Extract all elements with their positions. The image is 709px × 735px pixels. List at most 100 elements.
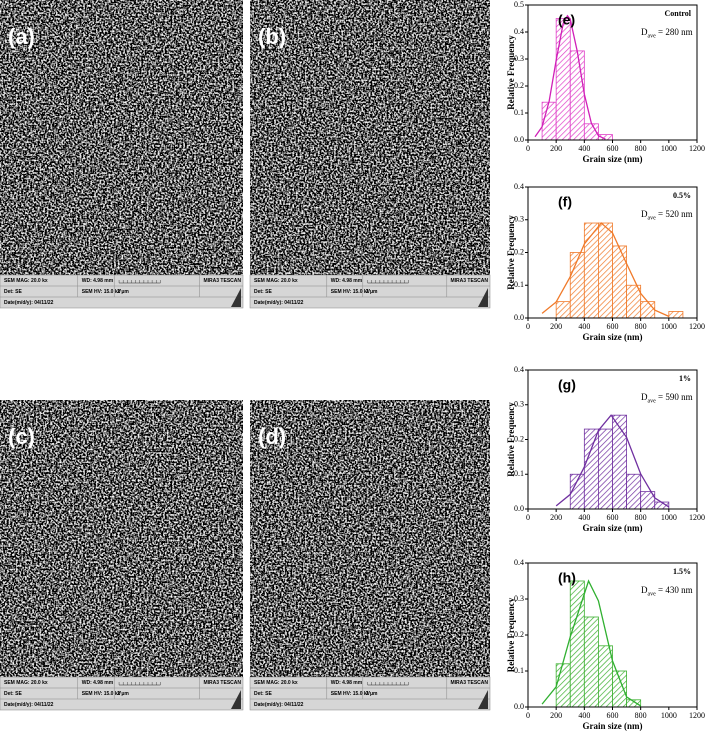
x-tick-label: 800 — [635, 513, 647, 522]
x-axis-label: Grain size (nm) — [583, 154, 643, 164]
info-date: Date(m/d/y): 04/11/22 — [4, 702, 54, 708]
logo — [478, 288, 488, 307]
y-tick-label: 0.3 — [514, 400, 524, 409]
panel-label: (a) — [8, 24, 35, 49]
info-date: Date(m/d/y): 04/11/22 — [254, 300, 304, 306]
y-tick-label: 0.2 — [514, 630, 524, 639]
y-tick-label: 0.0 — [514, 135, 524, 144]
info-brand: MIRA3 TESCAN — [450, 680, 488, 686]
bar — [598, 428, 613, 510]
info-det: Det: SE — [4, 289, 22, 295]
info-det: Det: SE — [4, 691, 22, 697]
x-tick-label: 0 — [526, 322, 530, 331]
x-tick-label: 1000 — [661, 322, 677, 331]
condition-label: 1.5% — [673, 567, 691, 576]
info-hv: SEM HV: 15.0 kV — [82, 691, 122, 697]
info-scale: 2 μm — [117, 289, 129, 295]
x-tick-label: 1200 — [689, 711, 705, 720]
bar — [583, 222, 599, 319]
x-tick-label: 800 — [635, 711, 647, 720]
x-tick-label: 400 — [578, 322, 590, 331]
bar — [626, 473, 642, 510]
y-tick-label: 0.1 — [514, 280, 524, 289]
y-tick-label: 0.2 — [514, 434, 524, 443]
bar — [598, 645, 613, 708]
y-tick-label: 0.3 — [514, 594, 524, 603]
panel-label: (d) — [258, 424, 286, 449]
info-brand: MIRA3 TESCAN — [203, 680, 241, 686]
x-tick-label: 0 — [526, 144, 530, 153]
bar — [569, 252, 585, 319]
y-tick-label: 0.1 — [514, 666, 524, 675]
x-tick-label: 600 — [607, 513, 619, 522]
y-tick-label: 0.3 — [514, 54, 524, 63]
y-axis-label: Relative Frequency — [506, 597, 516, 672]
condition-label: 0.5% — [673, 191, 691, 200]
x-axis-label: Grain size (nm) — [583, 523, 643, 533]
x-tick-label: 800 — [635, 322, 647, 331]
fit-curve — [555, 414, 670, 508]
info-mag: SEM MAG: 20.0 kx — [254, 680, 298, 686]
y-tick-label: 0.3 — [514, 215, 524, 224]
info-bar — [0, 274, 244, 309]
annotation-text: = 430 nm — [658, 585, 693, 595]
x-tick-label: 1000 — [661, 711, 677, 720]
x-tick-label: 1200 — [689, 144, 705, 153]
bar — [583, 616, 599, 708]
x-tick-label: 200 — [550, 322, 562, 331]
sem-image — [0, 0, 243, 275]
y-axis-label: Relative Frequency — [506, 35, 516, 110]
info-wd: WD: 4.98 mm — [82, 680, 114, 686]
info-bar — [0, 676, 244, 711]
info-det: Det: SE — [254, 691, 272, 697]
x-tick-label: 1000 — [661, 144, 677, 153]
logo — [231, 288, 241, 307]
panel-label: (e) — [558, 12, 575, 28]
bar — [569, 50, 585, 141]
bar — [555, 663, 571, 708]
bar — [640, 301, 656, 319]
panel-label: (f) — [558, 194, 572, 210]
panel-label: (c) — [8, 424, 35, 449]
x-tick-label: 1000 — [661, 513, 677, 522]
x-tick-label: 600 — [607, 322, 619, 331]
panel-label: (h) — [558, 570, 576, 586]
info-mag: SEM MAG: 20.0 kx — [254, 278, 298, 284]
x-tick-label: 200 — [550, 711, 562, 720]
sem-image — [250, 400, 490, 677]
panel-label: (b) — [258, 24, 286, 49]
fit-curve — [541, 579, 642, 707]
info-bar — [249, 274, 491, 309]
y-tick-label: 0.2 — [514, 247, 524, 256]
logo — [478, 690, 488, 709]
info-brand: MIRA3 TESCAN — [203, 278, 241, 284]
panel-label: (g) — [558, 377, 576, 393]
x-tick-label: 1200 — [689, 322, 705, 331]
x-tick-label: 400 — [578, 513, 590, 522]
annotation-subscript: ave — [648, 591, 657, 597]
annotation-symbol: D — [641, 27, 648, 37]
info-scale: 2 μm — [117, 691, 129, 697]
condition-label: 1% — [679, 374, 691, 383]
annotation-subscript: ave — [648, 215, 657, 221]
bar — [555, 18, 571, 141]
x-axis-label: Grain size (nm) — [583, 332, 643, 342]
annotation-symbol: D — [641, 585, 648, 595]
info-hv: SEM HV: 15.0 kV — [331, 691, 371, 697]
info-mag: SEM MAG: 20.0 kx — [4, 680, 48, 686]
annotation-symbol: D — [641, 392, 648, 402]
y-axis-label: Relative Frequency — [506, 215, 516, 290]
annotation-text: = 280 nm — [658, 27, 693, 37]
y-tick-label: 0.4 — [514, 27, 524, 36]
x-tick-label: 0 — [526, 711, 530, 720]
annotation-subscript: ave — [648, 33, 657, 39]
info-mag: SEM MAG: 20.0 kx — [4, 278, 48, 284]
bar — [612, 414, 627, 510]
bar — [555, 301, 571, 319]
x-tick-label: 400 — [578, 711, 590, 720]
info-scale: 2 μm — [366, 691, 378, 697]
bar — [668, 311, 684, 319]
y-tick-label: 0.1 — [514, 469, 524, 478]
x-tick-label: 1200 — [689, 513, 705, 522]
